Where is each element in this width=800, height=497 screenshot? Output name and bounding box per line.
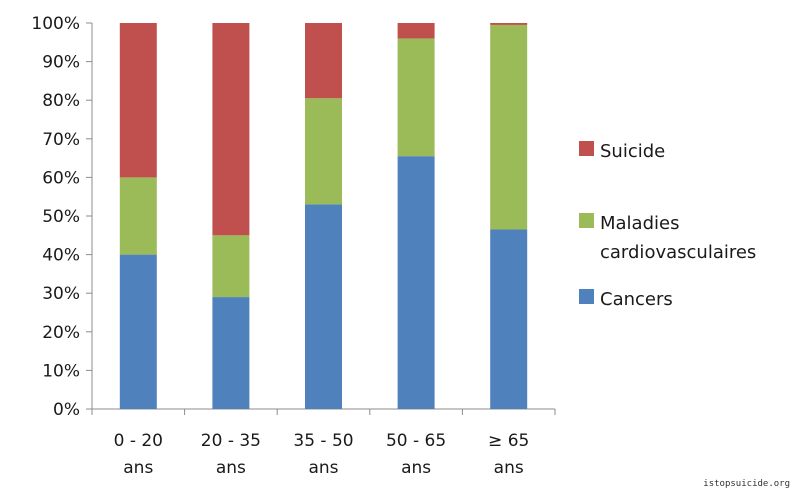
y-tick-label: 100%: [31, 14, 80, 34]
legend-swatch-cancers: [579, 289, 594, 304]
x-category-label: ans: [401, 458, 431, 478]
x-category-label: ans: [494, 458, 524, 478]
x-category-label: ans: [216, 458, 246, 478]
y-tick-label: 70%: [42, 130, 80, 150]
bar-cancers: [397, 156, 435, 409]
bar-cancers: [119, 254, 157, 409]
bar-suicide: [212, 23, 250, 236]
bar-cancers: [490, 229, 528, 409]
y-tick-label: 50%: [42, 207, 80, 227]
legend-label-maladies-cardiovasculaires: Maladies: [600, 213, 679, 234]
x-category-label: 50 - 65: [386, 431, 446, 451]
bar-suicide: [305, 23, 342, 99]
y-tick-label: 80%: [42, 91, 80, 111]
y-tick-label: 30%: [42, 284, 80, 304]
legend-label-suicide: Suicide: [600, 141, 665, 162]
y-tick-label: 60%: [42, 168, 80, 188]
legend-swatch-suicide: [579, 141, 594, 156]
x-category-label: ans: [308, 458, 338, 478]
y-tick-label: 90%: [42, 53, 80, 73]
y-tick-label: 10%: [42, 361, 80, 381]
x-category-label: 20 - 35: [201, 431, 261, 451]
bar-suicide: [490, 23, 528, 25]
bar-suicide: [119, 23, 157, 178]
bar-maladies-cardiovasculaires: [305, 98, 342, 205]
y-tick-label: 20%: [42, 323, 80, 343]
legend-swatch-maladies-cardiovasculaires: [579, 213, 594, 228]
legend-label-cancers: Cancers: [600, 289, 673, 310]
bar-maladies-cardiovasculaires: [212, 235, 250, 298]
watermark: istopsuicide.org: [703, 479, 790, 489]
bar-cancers: [305, 204, 342, 409]
bar-maladies-cardiovasculaires: [490, 24, 528, 230]
bar-maladies-cardiovasculaires: [119, 177, 157, 255]
x-category-label: 35 - 50: [293, 431, 353, 451]
x-category-label: ans: [123, 458, 153, 478]
x-category-label: ≥ 65: [488, 431, 529, 451]
bar-suicide: [397, 23, 435, 39]
y-tick-label: 40%: [42, 246, 80, 266]
bar-maladies-cardiovasculaires: [397, 38, 435, 157]
bar-cancers: [212, 297, 250, 409]
x-category-label: 0 - 20: [114, 431, 163, 451]
y-tick-label: 0%: [53, 400, 80, 420]
legend-label-maladies-cardiovasculaires: cardiovasculaires: [600, 242, 756, 263]
